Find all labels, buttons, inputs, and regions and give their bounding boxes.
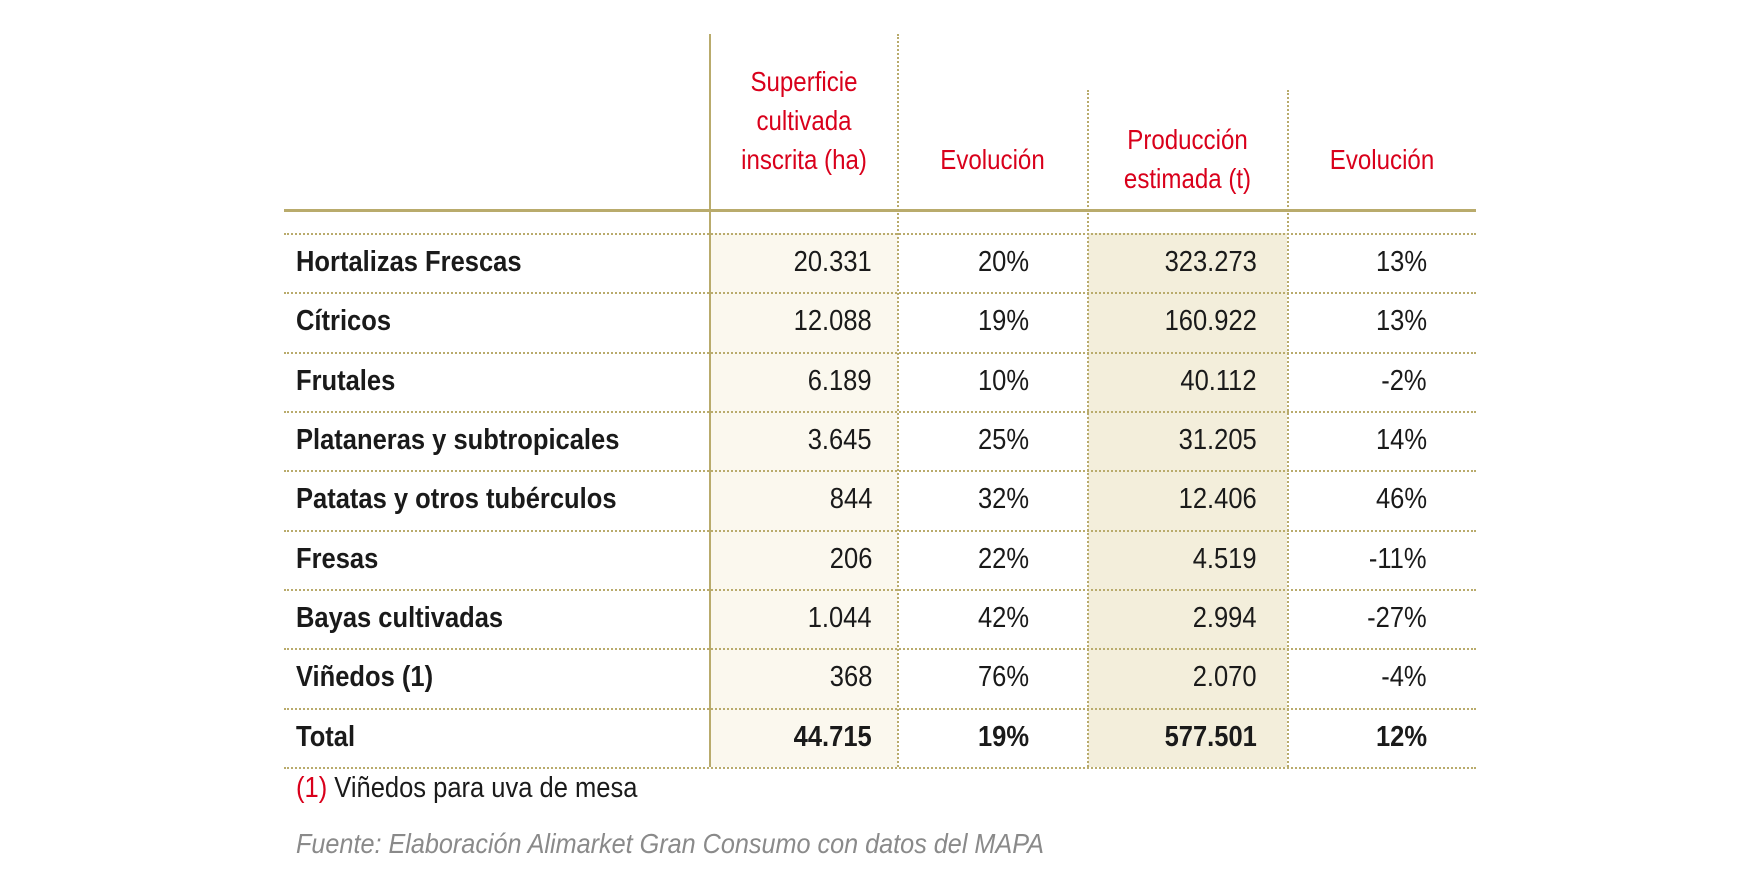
superficie-cell: 1.044 bbox=[808, 602, 872, 634]
row-rule bbox=[284, 589, 1476, 591]
row-rule bbox=[284, 233, 1476, 235]
column-divider bbox=[1287, 90, 1289, 767]
row-rule bbox=[284, 708, 1476, 710]
row-rule bbox=[284, 292, 1476, 294]
column-divider bbox=[1087, 90, 1089, 767]
table-row: Frutales 6.189 10% 40.112 -2% bbox=[284, 352, 1476, 411]
row-label: Viñedos (1) bbox=[296, 661, 434, 693]
superficie-column-shade bbox=[710, 233, 898, 767]
evolucion-produccion-cell: -4% bbox=[1381, 661, 1427, 693]
header-line: cultivada bbox=[756, 105, 852, 136]
evolucion-superficie-cell: 76% bbox=[977, 661, 1029, 693]
header-evolucion-superficie: Evolución bbox=[940, 144, 1045, 175]
superficie-cell: 44.715 bbox=[793, 721, 872, 753]
produccion-column-shade bbox=[1088, 233, 1287, 767]
produccion-cell: 2.994 bbox=[1193, 602, 1257, 634]
evolucion-produccion-cell: 46% bbox=[1375, 483, 1427, 515]
evolucion-produccion-cell: -2% bbox=[1381, 365, 1427, 397]
table-row: Bayas cultivadas 1.044 42% 2.994 -27% bbox=[284, 589, 1476, 648]
superficie-cell: 844 bbox=[829, 483, 872, 515]
header-line: estimada (t) bbox=[1123, 163, 1252, 194]
row-label: Hortalizas Frescas bbox=[296, 246, 522, 278]
row-label: Bayas cultivadas bbox=[296, 602, 504, 634]
column-divider bbox=[709, 34, 711, 767]
table-row: Viñedos (1) 368 76% 2.070 -4% bbox=[284, 648, 1476, 707]
produccion-cell: 577.501 bbox=[1164, 721, 1257, 753]
evolucion-superficie-cell: 20% bbox=[977, 246, 1029, 278]
evolucion-superficie-cell: 32% bbox=[977, 483, 1029, 515]
evolucion-superficie-cell: 42% bbox=[977, 602, 1029, 634]
evolucion-produccion-cell: 13% bbox=[1375, 246, 1427, 278]
row-label: Patatas y otros tubérculos bbox=[296, 483, 617, 515]
header-line: Superficie bbox=[750, 66, 858, 97]
header-line: inscrita (ha) bbox=[741, 144, 867, 175]
produccion-cell: 40.112 bbox=[1180, 365, 1257, 397]
table-row: Hortalizas Frescas 20.331 20% 323.273 13… bbox=[284, 233, 1476, 292]
header-rule bbox=[284, 209, 1476, 212]
row-label: Plataneras y subtropicales bbox=[296, 424, 620, 456]
produccion-cell: 2.070 bbox=[1193, 661, 1257, 693]
evolucion-produccion-cell: 14% bbox=[1375, 424, 1427, 456]
header-produccion: Producción estimada (t) bbox=[1102, 120, 1273, 198]
superficie-cell: 206 bbox=[829, 543, 872, 575]
produccion-cell: 31.205 bbox=[1178, 424, 1257, 456]
column-divider bbox=[897, 34, 899, 767]
table-row: Cítricos 12.088 19% 160.922 13% bbox=[284, 292, 1476, 351]
footnote-marker: (1) bbox=[296, 772, 328, 804]
produccion-cell: 12.406 bbox=[1178, 483, 1257, 515]
produccion-cell: 160.922 bbox=[1164, 305, 1257, 337]
row-rule bbox=[284, 648, 1476, 650]
evolucion-produccion-cell: -11% bbox=[1369, 543, 1427, 575]
header-line: Producción bbox=[1127, 124, 1248, 155]
footnote: (1) Viñedos para uva de mesa bbox=[296, 772, 637, 805]
row-label: Frutales bbox=[296, 365, 396, 397]
row-rule bbox=[284, 352, 1476, 354]
row-label: Fresas bbox=[296, 543, 379, 575]
superficie-cell: 12.088 bbox=[793, 305, 872, 337]
evolucion-superficie-cell: 22% bbox=[977, 543, 1029, 575]
produccion-cell: 4.519 bbox=[1193, 543, 1257, 575]
footnote-text: Viñedos para uva de mesa bbox=[327, 772, 638, 804]
evolucion-superficie-cell: 19% bbox=[977, 721, 1029, 753]
evolucion-superficie-cell: 25% bbox=[977, 424, 1029, 456]
table-row: Total 44.715 19% 577.501 12% bbox=[284, 708, 1476, 767]
row-rule bbox=[284, 530, 1476, 532]
table-row: Patatas y otros tubérculos 844 32% 12.40… bbox=[284, 470, 1476, 529]
evolucion-superficie-cell: 10% bbox=[977, 365, 1029, 397]
superficie-cell: 3.645 bbox=[808, 424, 872, 456]
evolucion-produccion-cell: 13% bbox=[1375, 305, 1427, 337]
row-rule bbox=[284, 411, 1476, 413]
superficie-cell: 368 bbox=[829, 661, 872, 693]
header-superficie: Superficie cultivada inscrita (ha) bbox=[723, 62, 885, 179]
superficie-cell: 6.189 bbox=[808, 365, 872, 397]
source-note: Fuente: Elaboración Alimarket Gran Consu… bbox=[296, 828, 1044, 859]
superficie-cell: 20.331 bbox=[793, 246, 872, 278]
evolucion-produccion-cell: 12% bbox=[1375, 721, 1427, 753]
evolucion-superficie-cell: 19% bbox=[977, 305, 1029, 337]
row-rule bbox=[284, 470, 1476, 472]
header-evolucion-produccion: Evolución bbox=[1329, 144, 1435, 175]
row-label: Cítricos bbox=[296, 305, 392, 337]
evolucion-produccion-cell: -27% bbox=[1367, 602, 1427, 634]
table-row: Plataneras y subtropicales 3.645 25% 31.… bbox=[284, 411, 1476, 470]
row-rule bbox=[284, 767, 1476, 769]
produccion-cell: 323.273 bbox=[1164, 246, 1257, 278]
table-row: Fresas 206 22% 4.519 -11% bbox=[284, 530, 1476, 589]
row-label: Total bbox=[296, 721, 356, 753]
